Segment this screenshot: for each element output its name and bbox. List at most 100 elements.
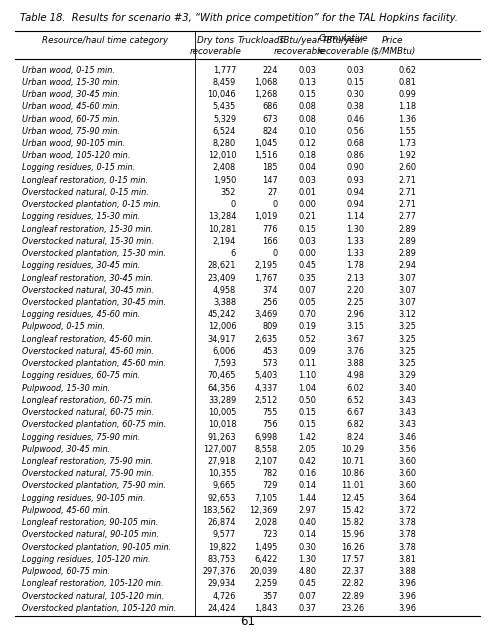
Text: 2,512: 2,512 (254, 396, 278, 405)
Text: Urban wood, 0-15 min.: Urban wood, 0-15 min. (22, 66, 115, 75)
Text: 0.94: 0.94 (346, 200, 364, 209)
Text: 6: 6 (231, 249, 236, 258)
Text: 3.64: 3.64 (398, 493, 416, 502)
Text: 1,045: 1,045 (254, 139, 278, 148)
Text: 15.82: 15.82 (341, 518, 364, 527)
Text: 2,635: 2,635 (254, 335, 278, 344)
Text: 0.40: 0.40 (298, 518, 316, 527)
Text: Pulpwood, 45-60 min.: Pulpwood, 45-60 min. (22, 506, 110, 515)
Text: 3.60: 3.60 (398, 469, 416, 478)
Text: TBtu/year
recoverable: TBtu/year recoverable (317, 36, 369, 56)
Text: Longleaf restoration, 15-30 min.: Longleaf restoration, 15-30 min. (22, 225, 153, 234)
Text: 3.15: 3.15 (346, 323, 364, 332)
Text: Overstocked natural, 60-75 min.: Overstocked natural, 60-75 min. (22, 408, 154, 417)
Text: 22.37: 22.37 (342, 567, 364, 576)
Text: 756: 756 (262, 420, 278, 429)
Text: Logging residues, 0-15 min.: Logging residues, 0-15 min. (22, 163, 136, 172)
Text: 127,007: 127,007 (202, 445, 236, 454)
Text: 776: 776 (262, 225, 278, 234)
Text: 2.71: 2.71 (398, 176, 416, 185)
Text: 2.89: 2.89 (398, 225, 416, 234)
Text: 357: 357 (262, 591, 278, 600)
Text: 2.13: 2.13 (346, 273, 364, 282)
Text: 3.78: 3.78 (398, 531, 416, 540)
Text: Logging residues, 105-120 min.: Logging residues, 105-120 min. (22, 555, 151, 564)
Text: 3.96: 3.96 (398, 579, 416, 588)
Text: 6,998: 6,998 (254, 433, 278, 442)
Text: 1,843: 1,843 (254, 604, 278, 612)
Text: Pulpwood, 15-30 min.: Pulpwood, 15-30 min. (22, 383, 110, 392)
Text: 26,874: 26,874 (207, 518, 236, 527)
Text: Overstocked plantation, 90-105 min.: Overstocked plantation, 90-105 min. (22, 543, 172, 552)
Text: 0.08: 0.08 (298, 102, 316, 111)
Text: 8,280: 8,280 (213, 139, 236, 148)
Text: 3.88: 3.88 (346, 359, 364, 368)
Text: 24,424: 24,424 (207, 604, 236, 612)
Text: 3.25: 3.25 (398, 347, 416, 356)
Text: 10.86: 10.86 (341, 469, 364, 478)
Text: 1.42: 1.42 (298, 433, 316, 442)
Text: Overstocked natural, 15-30 min.: Overstocked natural, 15-30 min. (22, 237, 154, 246)
Text: Urban wood, 75-90 min.: Urban wood, 75-90 min. (22, 127, 120, 136)
Text: 147: 147 (262, 176, 278, 185)
Text: 0.81: 0.81 (398, 78, 416, 87)
Text: 3.81: 3.81 (398, 555, 416, 564)
Text: 9,577: 9,577 (213, 531, 236, 540)
Text: Table 18.  Results for scenario #3, “With price competition” for the TAL Hopkins: Table 18. Results for scenario #3, “With… (20, 13, 458, 23)
Text: 0.35: 0.35 (298, 273, 316, 282)
Text: 29,934: 29,934 (208, 579, 236, 588)
Text: 83,753: 83,753 (208, 555, 236, 564)
Text: Pulpwood, 30-45 min.: Pulpwood, 30-45 min. (22, 445, 110, 454)
Text: Overstocked plantation, 15-30 min.: Overstocked plantation, 15-30 min. (22, 249, 166, 258)
Text: 166: 166 (262, 237, 278, 246)
Text: 0.45: 0.45 (298, 579, 316, 588)
Text: 3.07: 3.07 (398, 273, 416, 282)
Text: 10,281: 10,281 (207, 225, 236, 234)
Text: 0.09: 0.09 (298, 347, 316, 356)
Text: 2,028: 2,028 (254, 518, 278, 527)
Text: 782: 782 (262, 469, 278, 478)
Text: 2.05: 2.05 (298, 445, 316, 454)
Text: 0.03: 0.03 (346, 66, 364, 75)
Text: Overstocked plantation, 30-45 min.: Overstocked plantation, 30-45 min. (22, 298, 166, 307)
Text: Logging residues, 45-60 min.: Logging residues, 45-60 min. (22, 310, 141, 319)
Text: 27: 27 (267, 188, 278, 197)
Text: Overstocked plantation, 75-90 min.: Overstocked plantation, 75-90 min. (22, 481, 166, 490)
Text: 0.46: 0.46 (346, 115, 364, 124)
Text: 2.60: 2.60 (398, 163, 416, 172)
Text: 1,268: 1,268 (254, 90, 278, 99)
Text: 1.33: 1.33 (346, 249, 364, 258)
Text: 0.00: 0.00 (298, 200, 316, 209)
Text: 3.60: 3.60 (398, 457, 416, 466)
Text: 3.25: 3.25 (398, 359, 416, 368)
Text: 70,465: 70,465 (207, 371, 236, 380)
Text: 2.20: 2.20 (346, 286, 364, 295)
Text: Overstocked plantation, 45-60 min.: Overstocked plantation, 45-60 min. (22, 359, 166, 368)
Text: 2,107: 2,107 (254, 457, 278, 466)
Text: 0.38: 0.38 (346, 102, 364, 111)
Text: 0.01: 0.01 (298, 188, 316, 197)
Text: 4,337: 4,337 (254, 383, 278, 392)
Text: Overstocked natural, 105-120 min.: Overstocked natural, 105-120 min. (22, 591, 164, 600)
Text: Logging residues, 75-90 min.: Logging residues, 75-90 min. (22, 433, 141, 442)
Text: 0.12: 0.12 (298, 139, 316, 148)
Text: 0.07: 0.07 (298, 286, 316, 295)
Text: 0.13: 0.13 (298, 78, 316, 87)
Text: 10.71: 10.71 (341, 457, 364, 466)
Text: 0.50: 0.50 (298, 396, 316, 405)
Text: 10,005: 10,005 (208, 408, 236, 417)
Text: 0.30: 0.30 (346, 90, 364, 99)
Text: 7,593: 7,593 (213, 359, 236, 368)
Text: 224: 224 (262, 66, 278, 75)
Text: 0.86: 0.86 (346, 151, 364, 160)
Text: 3.88: 3.88 (398, 567, 416, 576)
Text: 755: 755 (262, 408, 278, 417)
Text: 12,010: 12,010 (207, 151, 236, 160)
Text: 3.96: 3.96 (398, 604, 416, 612)
Text: 2,408: 2,408 (213, 163, 236, 172)
Text: 3.60: 3.60 (398, 481, 416, 490)
Text: 374: 374 (262, 286, 278, 295)
Text: 6.82: 6.82 (346, 420, 364, 429)
Text: 10,355: 10,355 (208, 469, 236, 478)
Text: 1.04: 1.04 (298, 383, 316, 392)
